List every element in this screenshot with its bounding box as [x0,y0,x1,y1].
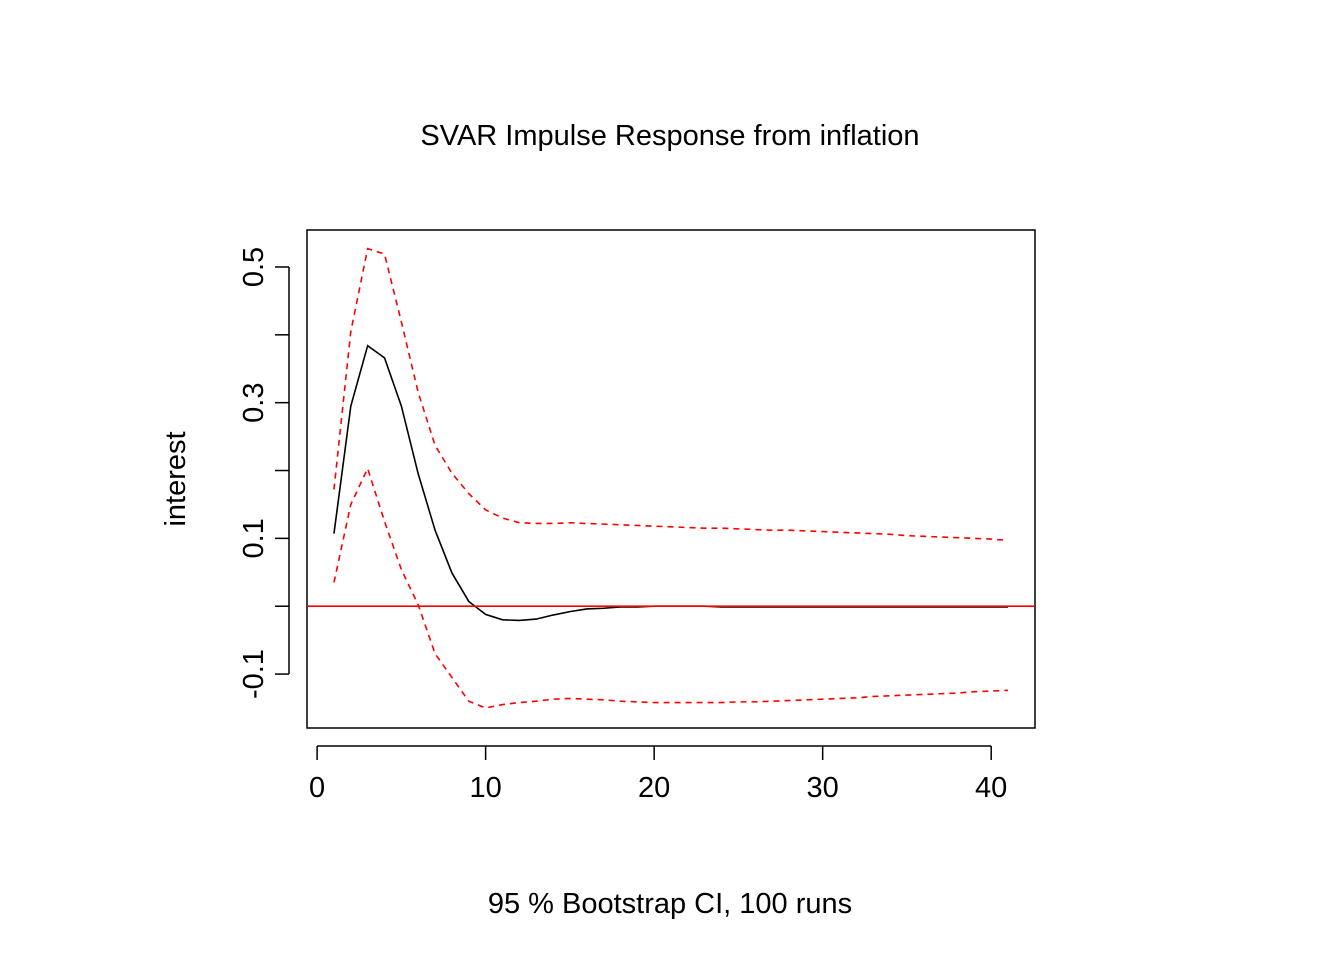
series-line-3 [333,466,1009,709]
x-tick-label: 30 [807,772,839,804]
plot-frame [306,229,1036,729]
series-line-1 [333,344,1009,622]
y-axis-label: interest [160,431,192,526]
x-tick-label: 10 [469,772,501,804]
x-tick-label: 20 [638,772,670,804]
y-tick-label: 0.1 [238,518,270,558]
x-axis: 0 10 20 30 40 [309,745,1007,804]
x-axis-label: 95 % Bootstrap CI, 100 runs [488,888,852,920]
plot-area [307,247,1035,709]
y-tick-label: -0.1 [238,649,270,699]
x-tick-label: 0 [309,772,325,804]
chart-title: SVAR Impulse Response from inflation [420,120,919,152]
y-tick-label: 0.3 [238,383,270,423]
series-line-2 [333,247,1009,542]
y-tick-label: 0.5 [238,247,270,287]
x-tick-label: 40 [975,772,1007,804]
y-axis: -0.1 0.1 0.3 0.5 [238,247,290,699]
